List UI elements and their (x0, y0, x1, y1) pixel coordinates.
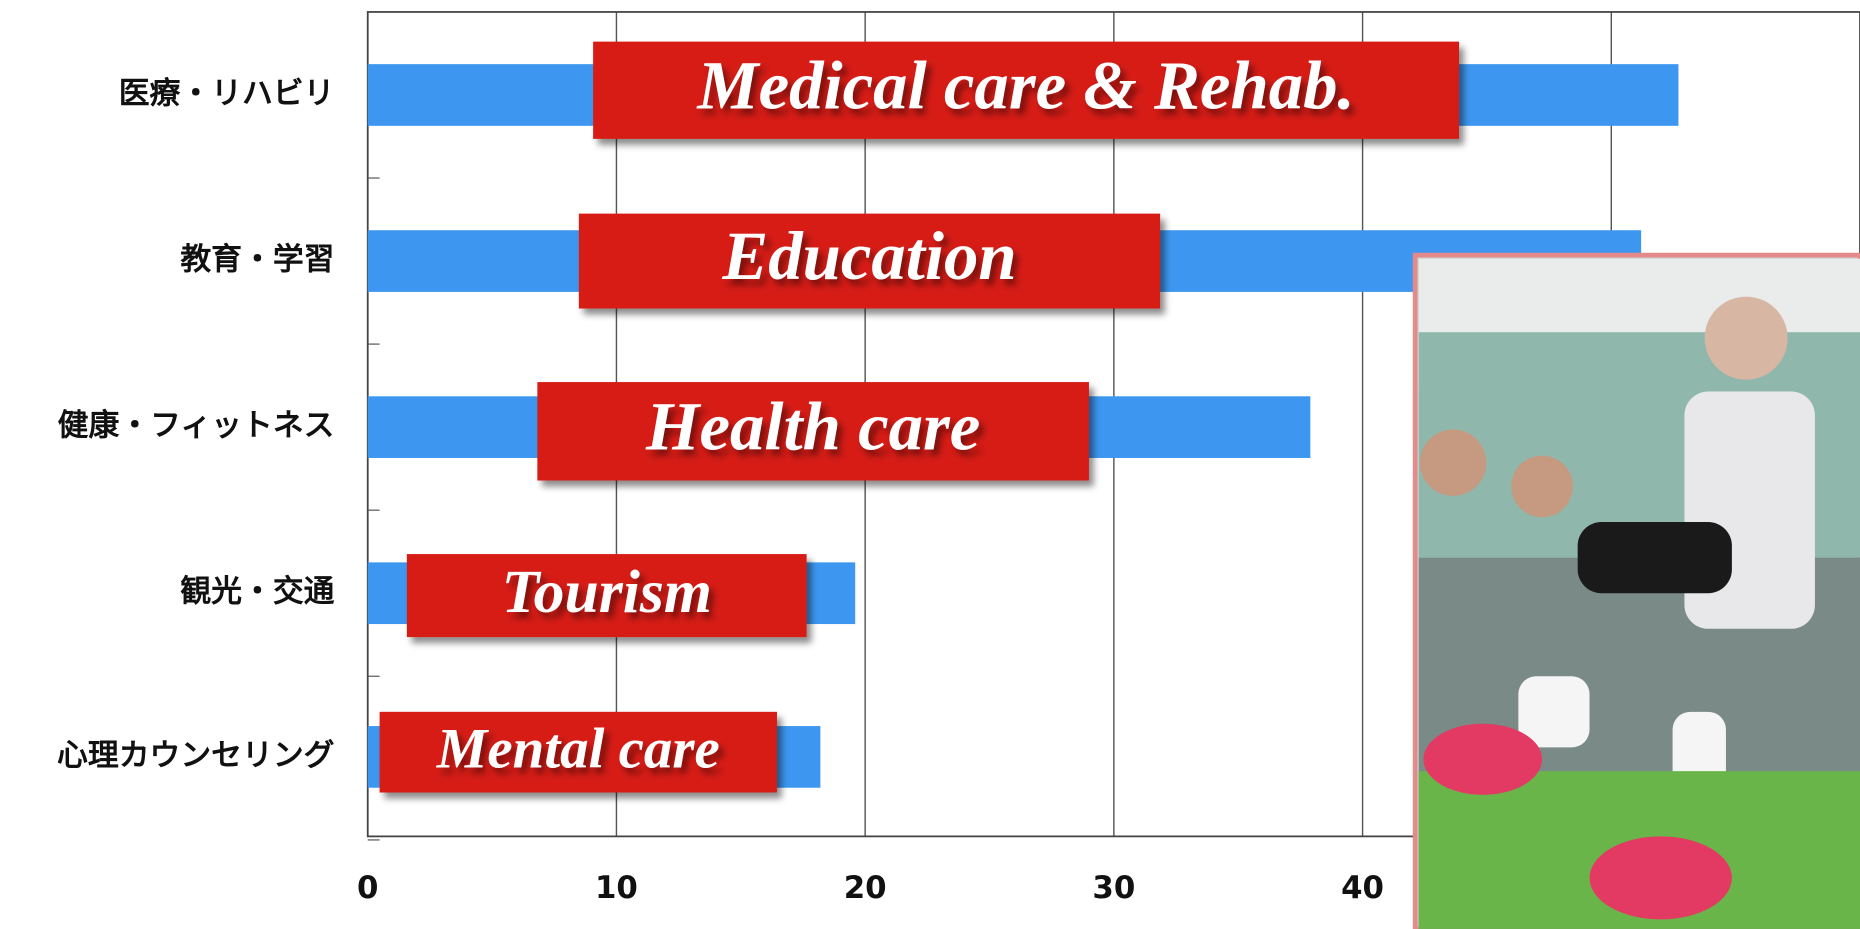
annotation-box (578, 213, 1161, 309)
annotation-box (406, 554, 807, 638)
annotation: Medical care & Rehab. (696, 47, 1354, 123)
annotation-box (379, 711, 777, 793)
x-tick-label: 10 (595, 870, 638, 906)
annotation-box (593, 41, 1460, 139)
x-tick-label: 20 (844, 870, 887, 906)
x-tick-label: 0 (357, 870, 378, 906)
y-tick-label: 教育・学習 (180, 242, 334, 278)
x-tick-label: 30 (1092, 870, 1135, 906)
annotation-box (537, 382, 1089, 481)
y-tick-label: 観光・交通 (180, 574, 334, 610)
annotation: Mental care (436, 718, 720, 781)
annotation: Tourism (502, 558, 712, 626)
y-tick-label: 心理カウンセリング (57, 737, 335, 773)
x-tick-label: 40 (1341, 870, 1384, 906)
photo (1412, 252, 1860, 929)
y-tick-label: 健康・フィットネス (58, 408, 335, 444)
annotation: Health care (645, 388, 980, 464)
annotation: Education (721, 218, 1016, 294)
y-tick-label: 医療・リハビリ (119, 75, 335, 111)
